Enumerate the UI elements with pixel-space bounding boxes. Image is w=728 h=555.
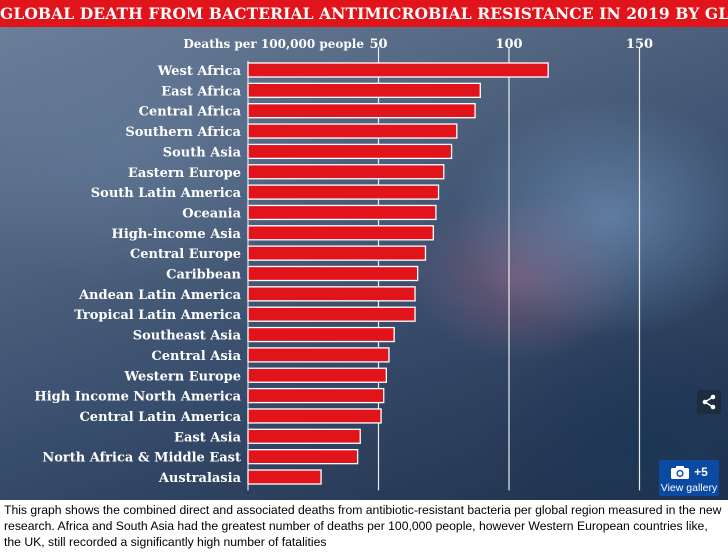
chart-title: GLOBAL DEATH FROM BACTERIAL ANTIMICROBIA… <box>0 0 728 27</box>
category-label: Southeast Asia <box>133 329 242 344</box>
tick-label: 150 <box>626 37 653 52</box>
bar <box>247 387 385 404</box>
bar <box>247 225 434 241</box>
bar <box>247 347 390 363</box>
category-label: South Latin America <box>91 186 242 201</box>
category-label: East Africa <box>161 84 241 99</box>
bar <box>247 143 453 160</box>
view-gallery-button[interactable]: +5 View gallery <box>659 460 719 496</box>
bar <box>247 367 387 383</box>
category-label: South Asia <box>163 145 242 160</box>
bar <box>247 306 416 322</box>
category-label: High-income Asia <box>112 227 242 242</box>
bar-chart: 50 100 150 Deaths per 100,000 people West Af… <box>34 37 653 491</box>
bar <box>247 82 481 98</box>
bar <box>247 265 419 282</box>
bar <box>247 245 427 261</box>
category-label: East Asia <box>174 430 242 445</box>
category-label: Caribbean <box>166 268 241 283</box>
bar <box>247 123 458 139</box>
share-icon <box>702 394 716 410</box>
category-label: Western Europe <box>124 369 241 384</box>
category-label: Eastern Europe <box>128 166 241 181</box>
category-label: Central Asia <box>151 349 241 364</box>
tick-label: 100 <box>495 37 522 52</box>
category-label: West Africa <box>157 64 242 79</box>
category-label: Southern Africa <box>125 125 241 140</box>
category-label: High Income North America <box>34 390 241 405</box>
bar <box>247 326 395 343</box>
category-label: Andean Latin America <box>78 288 242 303</box>
category-label: Central Africa <box>139 105 242 120</box>
bar <box>247 428 361 444</box>
bar <box>247 103 476 119</box>
category-label: North Africa & Middle East <box>42 451 241 466</box>
bar <box>247 164 445 180</box>
bar <box>247 204 437 221</box>
category-label: Central Latin America <box>79 410 241 425</box>
tick-label: 50 <box>369 37 387 52</box>
camera-icon <box>671 465 690 479</box>
bar <box>247 448 359 465</box>
category-label: Central Europe <box>130 247 241 262</box>
background-photo: 50 100 150 Deaths per 100,000 people West Af… <box>0 27 728 500</box>
gallery-count: +5 <box>694 465 708 479</box>
bar <box>247 62 549 78</box>
bar <box>247 408 382 424</box>
category-label: Oceania <box>182 206 241 221</box>
category-label: Tropical Latin America <box>74 308 241 323</box>
category-label: Australasia <box>158 471 242 486</box>
bar <box>247 184 440 200</box>
share-button[interactable] <box>697 390 721 414</box>
axis-title: Deaths per 100,000 people <box>183 37 364 51</box>
gallery-label: View gallery <box>660 482 718 494</box>
bar <box>247 469 322 485</box>
bar <box>247 286 416 302</box>
caption: This graph shows the combined direct and… <box>4 503 722 549</box>
